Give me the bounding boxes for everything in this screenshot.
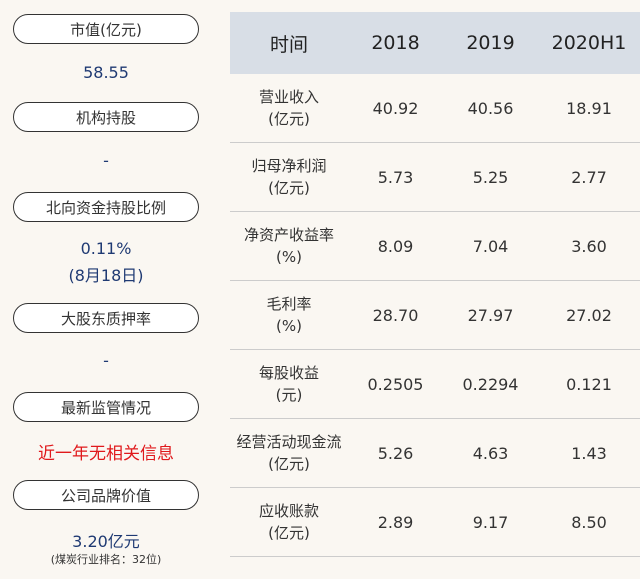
- value-cell: 4.63: [443, 418, 538, 488]
- key-metrics-panel: 市值(亿元) 58.55 机构持股 - 北向资金持股比例 0.11% (8月18…: [0, 0, 215, 579]
- metric-name: 经营活动现金流: [236, 433, 342, 451]
- value-cell: 7.04: [443, 211, 538, 281]
- table-row: 毛利率 (%) 28.70 27.97 27.02: [230, 280, 640, 350]
- table-row: 经营活动现金流 (亿元) 5.26 4.63 1.43: [230, 418, 640, 488]
- metric-name: 营业收入: [258, 88, 319, 106]
- header-2019: 2019: [443, 12, 538, 74]
- metric-cell: 应收账款 (亿元): [230, 487, 348, 557]
- table-row: 营业收入 (亿元) 40.92 40.56 18.91: [230, 74, 640, 143]
- metric-unit: (元): [275, 386, 303, 404]
- header-2020h1: 2020H1: [538, 12, 640, 74]
- value-cell: 2.77: [538, 142, 640, 212]
- brand-value-label: 公司品牌价值: [13, 480, 199, 510]
- metric-cell: 毛利率 (%): [230, 280, 348, 350]
- value-cell: 1.43: [538, 418, 640, 488]
- brand-value-rank: (煤炭行业排名：32位): [50, 553, 162, 566]
- value-cell: 8.50: [538, 487, 640, 557]
- regulatory-status-label: 最新监管情况: [13, 392, 199, 422]
- value-cell: 0.2505: [348, 349, 443, 419]
- table-row: 归母净利润 (亿元) 5.73 5.25 2.77: [230, 142, 640, 212]
- institutional-holding-value: -: [103, 151, 109, 170]
- metric-cell: 净资产收益率 (%): [230, 211, 348, 281]
- market-cap-label: 市值(亿元): [13, 14, 199, 44]
- table-row: 每股收益 (元) 0.2505 0.2294 0.121: [230, 349, 640, 419]
- metric-name: 应收账款: [258, 502, 319, 520]
- metric-name: 归母净利润: [251, 157, 327, 175]
- metric-name: 净资产收益率: [243, 226, 334, 244]
- metric-unit: (亿元): [268, 110, 310, 128]
- metric-unit: (亿元): [268, 524, 310, 542]
- table-row: 净资产收益率 (%) 8.09 7.04 3.60: [230, 211, 640, 281]
- institutional-holding-label: 机构持股: [13, 102, 199, 132]
- value-cell: 5.26: [348, 418, 443, 488]
- pledge-ratio-label: 大股东质押率: [13, 303, 199, 333]
- value-cell: 27.02: [538, 280, 640, 350]
- table-header-row: 时间 2018 2019 2020H1: [230, 12, 640, 74]
- value-cell: 5.25: [443, 142, 538, 212]
- northbound-holding-label: 北向资金持股比例: [13, 192, 199, 222]
- value-cell: 27.97: [443, 280, 538, 350]
- brand-value-value: 3.20亿元: [72, 532, 140, 551]
- value-cell: 9.17: [443, 487, 538, 557]
- financial-table-panel: 时间 2018 2019 2020H1 营业收入 (亿元) 40.92 40.56…: [230, 12, 640, 557]
- metric-cell: 归母净利润 (亿元): [230, 142, 348, 212]
- value-cell: 8.09: [348, 211, 443, 281]
- metric-name: 每股收益: [258, 364, 319, 382]
- header-period: 时间: [230, 12, 348, 74]
- value-cell: 40.56: [443, 74, 538, 143]
- northbound-holding-date: (8月18日): [68, 266, 144, 285]
- northbound-holding-value: 0.11%: [80, 239, 132, 258]
- market-cap-value: 58.55: [83, 63, 129, 82]
- metric-unit: (%): [276, 317, 302, 335]
- metric-cell: 经营活动现金流 (亿元): [230, 418, 348, 488]
- value-cell: 18.91: [538, 74, 640, 143]
- metric-unit: (亿元): [268, 179, 310, 197]
- pledge-ratio-value: -: [103, 351, 109, 370]
- header-2018: 2018: [348, 12, 443, 74]
- financial-table: 时间 2018 2019 2020H1 营业收入 (亿元) 40.92 40.56…: [230, 12, 640, 557]
- value-cell: 5.73: [348, 142, 443, 212]
- value-cell: 40.92: [348, 74, 443, 143]
- value-cell: 2.89: [348, 487, 443, 557]
- metric-name: 毛利率: [266, 295, 312, 313]
- metric-cell: 每股收益 (元): [230, 349, 348, 419]
- metric-unit: (亿元): [268, 455, 310, 473]
- value-cell: 0.2294: [443, 349, 538, 419]
- value-cell: 3.60: [538, 211, 640, 281]
- value-cell: 28.70: [348, 280, 443, 350]
- metric-cell: 营业收入 (亿元): [230, 74, 348, 143]
- value-cell: 0.121: [538, 349, 640, 419]
- metric-unit: (%): [276, 248, 302, 266]
- regulatory-status-value: 近一年无相关信息: [38, 444, 174, 464]
- table-row: 应收账款 (亿元) 2.89 9.17 8.50: [230, 487, 640, 557]
